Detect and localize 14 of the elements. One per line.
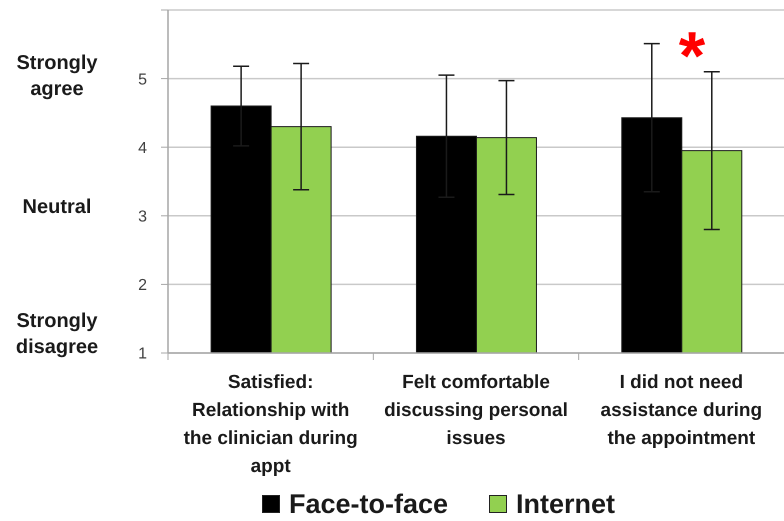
y-tick-label: 3 [138,208,148,226]
y-tick-label: 4 [138,140,148,157]
x-tick-label: Felt comfortable discussing personal issues [384,372,568,449]
text: Strongly disagree [16,310,98,358]
y-tick-label: 1 [138,346,148,363]
text: Strongly agree [16,52,98,100]
y-tick-label: 2 [138,277,148,294]
legend-label: Internet [516,488,616,520]
text: Neutral [22,196,92,218]
x-tick-label: Satisfied: Relationship with the clinician during appt [184,372,358,477]
x-tick-label: I did not need assistance during the appointment [600,372,762,449]
annotation: * [678,18,706,94]
legend-label: Face-to-face [288,488,448,520]
y-tick-label: 5 [138,71,148,88]
